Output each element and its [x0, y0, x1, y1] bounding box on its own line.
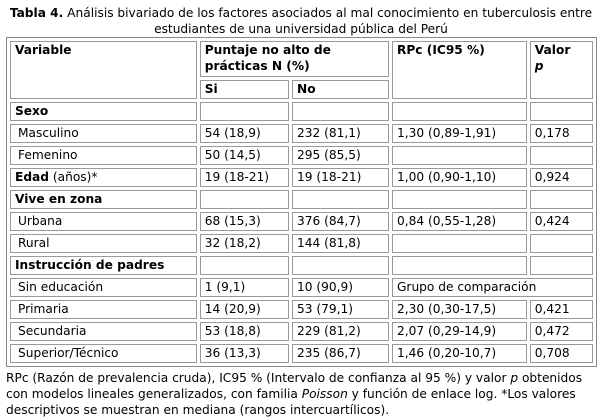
- section-row: Sexo: [10, 102, 593, 121]
- results-table: Variable Puntaje no alto de prácticas N …: [6, 37, 597, 367]
- no-value: 295 (85,5): [292, 146, 389, 165]
- empty-cell: [199, 190, 290, 209]
- table-row: Edad (años)* 19 (18-21) 19 (18-21) 1,00 (0,…: [10, 168, 593, 187]
- section-label: Vive en zona: [10, 190, 197, 209]
- empty-cell: [529, 256, 593, 275]
- rpc-value: 1,30 (0,89-1,91): [391, 124, 527, 143]
- rpc-value: Grupo de comparación: [391, 278, 593, 297]
- table-row: Femenino 50 (14,5) 295 (85,5): [10, 146, 593, 165]
- section-row: Vive en zona: [10, 190, 593, 209]
- rpc-value: 0,84 (0,55-1,28): [391, 212, 527, 231]
- p-value: 0,924: [529, 168, 593, 187]
- empty-cell: [199, 102, 290, 121]
- si-value: 14 (20,9): [199, 300, 290, 319]
- section-row: Instrucción de padres: [10, 256, 593, 275]
- empty-cell: [292, 190, 389, 209]
- section-label: Instrucción de padres: [10, 256, 197, 275]
- si-value: 1 (9,1): [199, 278, 290, 297]
- table-row: Masculino 54 (18,9) 232 (81,1) 1,30 (0,89-1…: [10, 124, 593, 143]
- footnote: RPc (Razón de prevalencia cruda), IC95 %…: [6, 371, 583, 417]
- edad-label: Edad: [15, 170, 49, 184]
- no-value: 19 (18-21): [292, 168, 389, 187]
- si-value: 36 (13,3): [199, 344, 290, 363]
- empty-cell: [292, 256, 389, 275]
- no-value: 232 (81,1): [292, 124, 389, 143]
- header-valor: Valor p: [529, 41, 593, 99]
- edad-unit: (años)*: [49, 170, 98, 184]
- si-value: 54 (18,9): [199, 124, 290, 143]
- variable-label: Secundaria: [10, 322, 197, 341]
- header-variable: Variable: [10, 41, 197, 99]
- table-caption: Tabla 4. Análisis bivariado de los facto…: [9, 6, 593, 36]
- si-value: 32 (18,2): [199, 234, 290, 253]
- table-row: Secundaria 53 (18,8) 229 (81,2) 2,07 (0,29-…: [10, 322, 593, 341]
- variable-label: Superior/Técnico: [10, 344, 197, 363]
- p-value: 0,178: [529, 124, 593, 143]
- section-label: Sexo: [10, 102, 197, 121]
- p-value: 0,472: [529, 322, 593, 341]
- header-group: Puntaje no alto de prácticas N (%): [199, 41, 389, 77]
- rpc-value: 2,07 (0,29-14,9): [391, 322, 527, 341]
- table-row: Primaria 14 (20,9) 53 (79,1) 2,30 (0,30-17,…: [10, 300, 593, 319]
- variable-label: Sin educación: [10, 278, 197, 297]
- p-value: 0,424: [529, 212, 593, 231]
- p-value: [529, 234, 593, 253]
- variable-label: Urbana: [10, 212, 197, 231]
- no-value: 376 (84,7): [292, 212, 389, 231]
- subheader-row: Si No: [10, 80, 593, 99]
- header-si: Si: [199, 80, 290, 99]
- rpc-value: 1,00 (0,90-1,10): [391, 168, 527, 187]
- variable-label: Rural: [10, 234, 197, 253]
- no-value: 10 (90,9): [292, 278, 389, 297]
- empty-cell: [391, 256, 527, 275]
- si-value: 19 (18-21): [199, 168, 290, 187]
- rpc-value: [391, 234, 527, 253]
- variable-label: Femenino: [10, 146, 197, 165]
- p-value: 0,708: [529, 344, 593, 363]
- rpc-value: 1,46 (0,20-10,7): [391, 344, 527, 363]
- empty-cell: [391, 190, 527, 209]
- table-row: Rural 32 (18,2) 144 (81,8): [10, 234, 593, 253]
- no-value: 53 (79,1): [292, 300, 389, 319]
- empty-cell: [292, 102, 389, 121]
- no-value: 235 (86,7): [292, 344, 389, 363]
- p-value: 0,421: [529, 300, 593, 319]
- header-rpc: RPc (IC95 %): [391, 41, 527, 99]
- table-row: Superior/Técnico 36 (13,3) 235 (86,7) 1,46 …: [10, 344, 593, 363]
- si-value: 50 (14,5): [199, 146, 290, 165]
- p-value: [529, 146, 593, 165]
- no-value: 144 (81,8): [292, 234, 389, 253]
- table-row: Urbana 68 (15,3) 376 (84,7) 0,84 (0,55-1,28…: [10, 212, 593, 231]
- empty-cell: [529, 190, 593, 209]
- rpc-value: [391, 146, 527, 165]
- si-value: 68 (15,3): [199, 212, 290, 231]
- table-row: Sin educación 1 (9,1) 10 (90,9) Grupo de co…: [10, 278, 593, 297]
- header-row: Variable Puntaje no alto de prácticas N …: [10, 41, 593, 99]
- no-value: 229 (81,2): [292, 322, 389, 341]
- header-no: No: [292, 80, 389, 99]
- rpc-value: 2,30 (0,30-17,5): [391, 300, 527, 319]
- variable-label: Masculino: [10, 124, 197, 143]
- variable-label: Edad (años)*: [10, 168, 197, 187]
- empty-cell: [199, 256, 290, 275]
- si-value: 53 (18,8): [199, 322, 290, 341]
- variable-label: Primaria: [10, 300, 197, 319]
- empty-cell: [529, 102, 593, 121]
- empty-cell: [391, 102, 527, 121]
